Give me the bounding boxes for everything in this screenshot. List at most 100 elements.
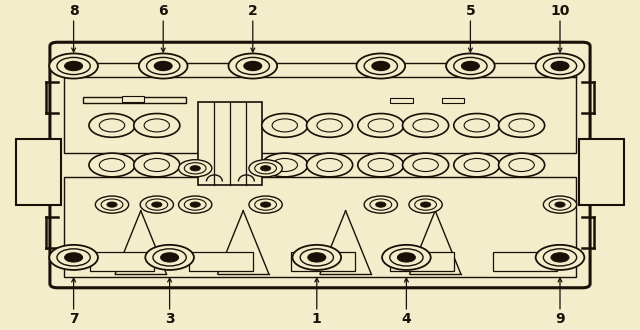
Bar <box>291 252 355 271</box>
Circle shape <box>57 57 90 75</box>
Circle shape <box>364 196 397 213</box>
Circle shape <box>190 166 200 171</box>
Circle shape <box>99 158 125 172</box>
Circle shape <box>555 202 565 207</box>
Circle shape <box>317 119 342 132</box>
Text: 9: 9 <box>555 312 565 326</box>
Bar <box>122 96 144 102</box>
Circle shape <box>184 163 206 174</box>
Circle shape <box>144 158 170 172</box>
Bar <box>198 102 262 185</box>
Bar <box>493 252 557 271</box>
Circle shape <box>65 253 83 262</box>
Text: 4: 4 <box>401 312 412 326</box>
Circle shape <box>249 160 282 177</box>
Circle shape <box>372 61 390 71</box>
Circle shape <box>397 253 415 262</box>
Circle shape <box>99 119 125 132</box>
Circle shape <box>49 245 98 270</box>
Circle shape <box>152 202 162 207</box>
Circle shape <box>543 57 577 75</box>
Circle shape <box>144 119 170 132</box>
Circle shape <box>134 153 180 177</box>
Bar <box>390 252 454 271</box>
Circle shape <box>244 61 262 71</box>
Bar <box>189 252 253 271</box>
Text: 2: 2 <box>248 4 258 18</box>
Circle shape <box>356 53 405 79</box>
Circle shape <box>308 253 326 262</box>
Bar <box>16 139 61 205</box>
Circle shape <box>228 53 277 79</box>
Bar <box>579 139 624 205</box>
Circle shape <box>551 61 569 71</box>
Circle shape <box>49 53 98 79</box>
FancyBboxPatch shape <box>50 42 590 288</box>
Circle shape <box>57 249 90 266</box>
Circle shape <box>376 202 386 207</box>
Text: 10: 10 <box>550 4 570 18</box>
Circle shape <box>403 114 449 137</box>
Circle shape <box>153 249 186 266</box>
Circle shape <box>147 57 180 75</box>
Bar <box>83 97 186 103</box>
Circle shape <box>454 153 500 177</box>
Circle shape <box>368 158 394 172</box>
Circle shape <box>272 158 298 172</box>
Circle shape <box>190 202 200 207</box>
Circle shape <box>509 119 534 132</box>
Circle shape <box>536 53 584 79</box>
Circle shape <box>307 153 353 177</box>
Circle shape <box>146 199 168 210</box>
Text: 1: 1 <box>312 312 322 326</box>
Circle shape <box>543 196 577 213</box>
Circle shape <box>543 249 577 266</box>
Circle shape <box>551 253 569 262</box>
Circle shape <box>184 199 206 210</box>
Circle shape <box>317 158 342 172</box>
Circle shape <box>65 61 83 71</box>
Circle shape <box>89 153 135 177</box>
Circle shape <box>145 245 194 270</box>
Circle shape <box>260 166 271 171</box>
Circle shape <box>420 202 431 207</box>
Circle shape <box>454 114 500 137</box>
Circle shape <box>292 245 341 270</box>
Circle shape <box>272 119 298 132</box>
Circle shape <box>161 253 179 262</box>
Circle shape <box>236 57 269 75</box>
Circle shape <box>461 61 479 71</box>
Circle shape <box>358 153 404 177</box>
Text: 6: 6 <box>158 4 168 18</box>
Circle shape <box>255 163 276 174</box>
Text: 7: 7 <box>68 312 79 326</box>
Bar <box>64 63 576 153</box>
Circle shape <box>307 114 353 137</box>
Text: 8: 8 <box>68 4 79 18</box>
Circle shape <box>403 153 449 177</box>
Circle shape <box>446 53 495 79</box>
Circle shape <box>140 196 173 213</box>
Circle shape <box>154 61 172 71</box>
Circle shape <box>358 114 404 137</box>
Circle shape <box>134 114 180 137</box>
Circle shape <box>499 114 545 137</box>
Circle shape <box>179 196 212 213</box>
Circle shape <box>107 202 117 207</box>
Bar <box>442 98 464 103</box>
Circle shape <box>409 196 442 213</box>
Circle shape <box>262 153 308 177</box>
Circle shape <box>382 245 431 270</box>
Circle shape <box>464 119 490 132</box>
Circle shape <box>179 160 212 177</box>
Circle shape <box>509 158 534 172</box>
Text: 5: 5 <box>465 4 476 18</box>
Circle shape <box>300 249 333 266</box>
Circle shape <box>255 199 276 210</box>
Circle shape <box>368 119 394 132</box>
Circle shape <box>101 199 123 210</box>
Circle shape <box>95 196 129 213</box>
Circle shape <box>364 57 397 75</box>
Text: 3: 3 <box>164 312 175 326</box>
Circle shape <box>536 245 584 270</box>
